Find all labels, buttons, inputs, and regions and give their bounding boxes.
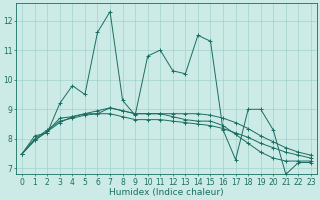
X-axis label: Humidex (Indice chaleur): Humidex (Indice chaleur) xyxy=(109,188,224,197)
